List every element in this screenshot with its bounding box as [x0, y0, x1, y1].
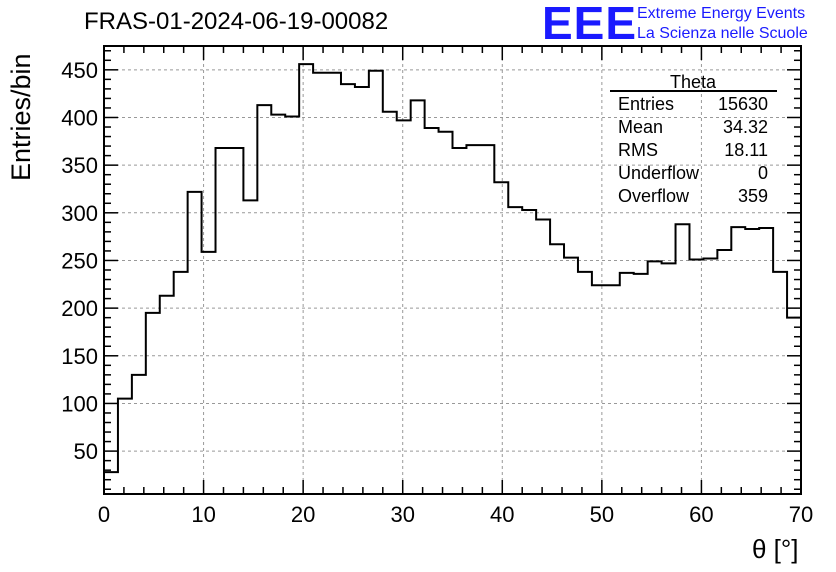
y-tick-label: 150 — [61, 344, 98, 369]
x-tick-label: 60 — [689, 502, 713, 527]
x-tick-label: 40 — [490, 502, 514, 527]
x-tick-label: 70 — [789, 502, 813, 527]
y-tick-label: 250 — [61, 248, 98, 273]
histogram-series — [103, 63, 801, 494]
y-tick-label: 50 — [74, 439, 98, 464]
grid-lines — [104, 46, 801, 494]
plot-frame — [103, 45, 802, 495]
stats-value-overflow: 359 — [738, 186, 768, 206]
stats-title: Theta — [670, 72, 717, 92]
y-tick-label: 450 — [61, 58, 98, 83]
x-tick-label: 20 — [291, 502, 315, 527]
x-tick-label: 50 — [590, 502, 614, 527]
logo-caption: Extreme Energy Events La Scienza nelle S… — [637, 4, 808, 44]
x-tick-label: 30 — [390, 502, 414, 527]
x-axis-label: θ [°] — [752, 534, 799, 564]
stats-label-overflow: Overflow — [618, 186, 690, 206]
y-tick-label: 400 — [61, 105, 98, 130]
y-tick-label: 200 — [61, 296, 98, 321]
stats-label-entries: Entries — [618, 94, 674, 114]
logo-caption-line1: Extreme Energy Events — [637, 5, 806, 22]
axis-ticks — [103, 46, 802, 494]
chart-title: FRAS-01-2024-06-19-00082 — [84, 8, 389, 35]
stats-value-rms: 18.11 — [724, 140, 768, 160]
stats-label-mean: Mean — [618, 117, 663, 137]
stats-value-mean: 34.32 — [723, 117, 768, 137]
stats-label-rms: RMS — [618, 140, 658, 160]
y-tick-label: 350 — [61, 153, 98, 178]
x-tick-label: 0 — [98, 502, 110, 527]
y-axis-label: Entries/bin — [6, 53, 36, 181]
eee-logo: EEE — [542, 0, 638, 49]
tick-labels: 0 10 20 30 40 50 60 70 50 100 150 200 250 300 350 400 45… — [61, 58, 813, 527]
y-tick-label: 100 — [61, 391, 98, 416]
y-tick-label: 300 — [61, 201, 98, 226]
stats-value-underflow: 0 — [758, 163, 768, 183]
stats-box: Theta Entries 15630 Mean 34.32 RMS 18.11… — [610, 72, 777, 206]
x-tick-label: 10 — [191, 502, 215, 527]
stats-label-underflow: Underflow — [618, 163, 700, 183]
logo-caption-line2: La Scienza nelle Scuole — [637, 25, 808, 42]
stats-value-entries: 15630 — [718, 94, 768, 114]
